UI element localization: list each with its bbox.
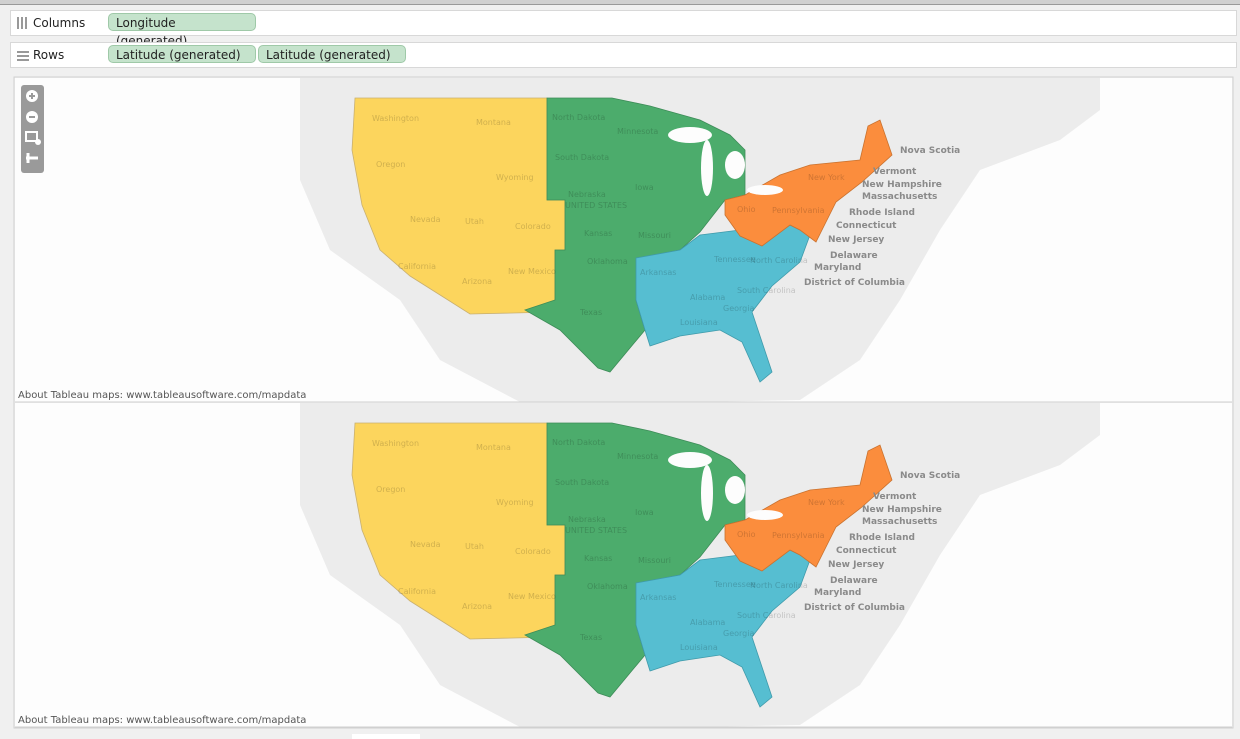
map-label: Utah: [465, 217, 484, 226]
map-label: New Hampshire: [862, 505, 942, 515]
map-label: Rhode Island: [849, 533, 915, 543]
map-label: California: [398, 262, 436, 271]
map-label: New Jersey: [828, 560, 884, 570]
map-label: Missouri: [638, 556, 671, 565]
map-label: Arizona: [462, 277, 492, 286]
map-label: Oregon: [376, 160, 405, 169]
map-label: Vermont: [873, 167, 917, 177]
map-label: Utah: [465, 542, 484, 551]
map-label: Maryland: [814, 588, 861, 598]
map-label: Texas: [579, 633, 602, 642]
map-label: Massachusetts: [862, 192, 937, 202]
map-label: Wyoming: [496, 173, 534, 182]
pill[interactable]: Latitude (generated): [258, 45, 406, 63]
map-label: Oklahoma: [587, 257, 628, 266]
map-label: Iowa: [635, 508, 654, 517]
map-label: Louisiana: [680, 318, 718, 327]
map-label: Kansas: [584, 229, 612, 238]
shelf-label: Rows: [33, 48, 65, 62]
top-bar: [0, 0, 1240, 5]
map-label: Georgia: [723, 304, 754, 313]
map-label: Minnesota: [617, 127, 658, 136]
map-label: Georgia: [723, 629, 754, 638]
map-label: Colorado: [515, 547, 551, 556]
map-label: District of Columbia: [804, 603, 905, 613]
rows-icon: [17, 49, 29, 61]
map-label: New York: [808, 173, 845, 182]
map-label: Nebraska: [568, 515, 606, 524]
map-label: Pennsylvania: [772, 206, 825, 215]
map-label: South Carolina: [737, 611, 796, 620]
map-label: Arkansas: [640, 593, 676, 602]
map-label: South Dakota: [555, 478, 609, 487]
map-label: Ohio: [737, 530, 756, 539]
map-label: Montana: [476, 118, 511, 127]
map-label: Delaware: [830, 251, 878, 261]
columns-shelf[interactable]: Columns Longitude (generated): [10, 10, 1237, 48]
map-label: Louisiana: [680, 643, 718, 652]
scrollbar[interactable]: [352, 734, 420, 739]
map-label: Washington: [372, 114, 419, 123]
map-label: Connecticut: [836, 221, 897, 231]
columns-icon: [17, 17, 29, 29]
map-label: Alabama: [690, 618, 725, 627]
rows-shelf[interactable]: Rows Latitude (generated) Latitude (gene…: [10, 42, 1237, 68]
pill[interactable]: Latitude (generated): [108, 45, 256, 63]
map-label: Maryland: [814, 263, 861, 273]
map-attribution: About Tableau maps: www.tableausoftware.…: [18, 390, 306, 401]
map-label: New York: [808, 498, 845, 507]
map-label: Ohio: [737, 205, 756, 214]
map-label: North Carolina: [750, 581, 808, 590]
map-label: California: [398, 587, 436, 596]
map-label: Massachusetts: [862, 517, 937, 527]
map-label: Montana: [476, 443, 511, 452]
map-label: South Dakota: [555, 153, 609, 162]
map-label: Iowa: [635, 183, 654, 192]
map-label: Tennessee: [713, 255, 756, 264]
view-border: [13, 76, 1234, 729]
map-label: South Carolina: [737, 286, 796, 295]
map-label: Alabama: [690, 293, 725, 302]
map-label: UNITED STATES: [565, 526, 627, 535]
map-label: Connecticut: [836, 546, 897, 556]
map-label: New Hampshire: [862, 180, 942, 190]
map-label: Oregon: [376, 485, 405, 494]
map-label: Pennsylvania: [772, 531, 825, 540]
map-label: Minnesota: [617, 452, 658, 461]
map-label: Kansas: [584, 554, 612, 563]
map-label: North Dakota: [552, 113, 605, 122]
map-label: North Carolina: [750, 256, 808, 265]
map-label: Texas: [579, 308, 602, 317]
map-label: Rhode Island: [849, 208, 915, 218]
map-label: UNITED STATES: [565, 201, 627, 210]
map-label: Arizona: [462, 602, 492, 611]
map-label: Nova Scotia: [900, 471, 960, 481]
map-label: Missouri: [638, 231, 671, 240]
pill[interactable]: Longitude (generated): [108, 13, 256, 48]
map-label: Nebraska: [568, 190, 606, 199]
map-label: New Jersey: [828, 235, 884, 245]
map-label: Wyoming: [496, 498, 534, 507]
map-label: Nevada: [410, 215, 441, 224]
map-label: District of Columbia: [804, 278, 905, 288]
map-label: Arkansas: [640, 268, 676, 277]
map-label: New Mexico: [508, 592, 556, 601]
map-label: Delaware: [830, 576, 878, 586]
shelf-label: Columns: [33, 16, 86, 30]
map-attribution: About Tableau maps: www.tableausoftware.…: [18, 715, 306, 726]
map-label: New Mexico: [508, 267, 556, 276]
map-label: Nevada: [410, 540, 441, 549]
map-label: Washington: [372, 439, 419, 448]
map-label: Nova Scotia: [900, 146, 960, 156]
map-label: Oklahoma: [587, 582, 628, 591]
map-label: Colorado: [515, 222, 551, 231]
map-label: Vermont: [873, 492, 917, 502]
map-label: North Dakota: [552, 438, 605, 447]
map-label: Tennessee: [713, 580, 756, 589]
map-toolbar[interactable]: [21, 85, 44, 173]
